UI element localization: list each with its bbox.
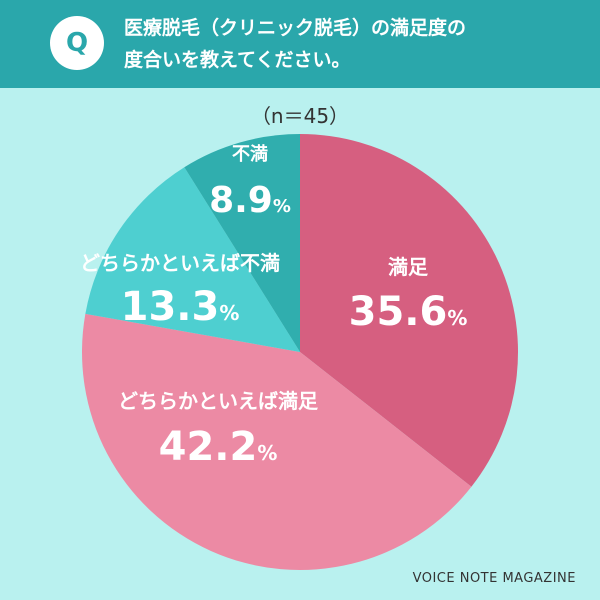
pie-slice [300, 134, 518, 487]
question-header: Q 医療脱毛（クリニック脱毛）の満足度の 度合いを教えてください。 [0, 0, 600, 88]
slice-label: どちらかといえば満足 [118, 389, 319, 413]
slice-label: 不満 [232, 143, 268, 165]
slice-label: 満足 [388, 255, 429, 279]
question-text: 医療脱毛（クリニック脱毛）の満足度の 度合いを教えてください。 [124, 12, 584, 76]
pie-slice [82, 313, 472, 570]
pie-slice [184, 134, 300, 352]
slice-value: 8.9% [209, 180, 291, 221]
question-line-1: 医療脱毛（クリニック脱毛）の満足度の [124, 17, 467, 39]
slice-value: 35.6% [349, 289, 468, 335]
slice-label: どちらかといえば不満 [80, 251, 280, 275]
sample-size-label: （n＝45） [250, 104, 350, 128]
slice-value: 42.2% [159, 424, 278, 470]
watermark: VOICE NOTE MAGAZINE [412, 571, 576, 586]
slice-value: 13.3% [121, 284, 240, 330]
pie-slice [85, 167, 300, 352]
question-line-2: 度合いを教えてください。 [124, 49, 351, 71]
q-badge: Q [50, 16, 104, 70]
